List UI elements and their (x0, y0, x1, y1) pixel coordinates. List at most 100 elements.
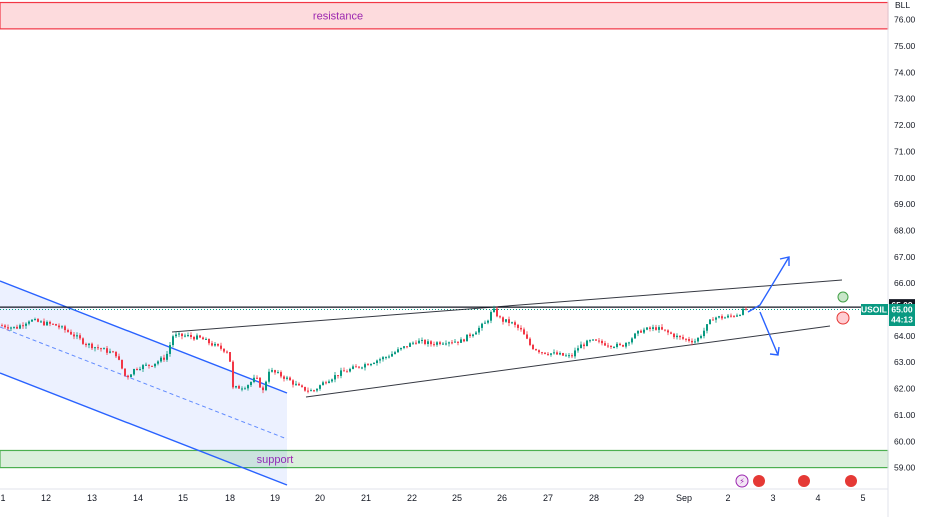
candle-body (670, 332, 672, 334)
candle-body (220, 345, 222, 349)
candle-body (190, 335, 192, 337)
candle-body (163, 357, 165, 360)
candle-body (550, 353, 552, 355)
candle-body (229, 352, 231, 362)
candle-body (580, 344, 582, 349)
candle-body (718, 316, 720, 318)
candle-body (307, 390, 309, 392)
us-flag-icon[interactable] (753, 475, 765, 487)
candle-body (616, 343, 618, 347)
candle-body (643, 329, 645, 333)
arrow-up-head (779, 256, 790, 266)
candle-body (79, 335, 81, 339)
candle-body (268, 371, 270, 382)
candle-body (334, 375, 336, 380)
candle-body (127, 375, 129, 378)
candle-body (208, 338, 210, 344)
target-down-circle[interactable] (836, 311, 850, 325)
candle-body (82, 338, 84, 344)
candle-body (691, 340, 693, 343)
candle-body (169, 345, 171, 354)
price-tick-label: 73.00 (894, 94, 916, 104)
candle-body (154, 363, 156, 367)
candle-body (499, 316, 501, 318)
svg-text:65.00: 65.00 (891, 305, 913, 315)
candle-body (22, 325, 24, 327)
candle-body (70, 331, 72, 335)
candle-body (331, 379, 333, 382)
resistance-zone[interactable]: resistance (0, 1, 889, 30)
candle-body (577, 348, 579, 351)
candle-body (502, 317, 504, 322)
candle-body (1, 325, 3, 327)
candle-body (637, 330, 639, 334)
time-tick-label: 25 (452, 493, 462, 503)
candle-body (532, 344, 534, 350)
price-axis[interactable]: BLL (887, 0, 910, 517)
candle-body (244, 388, 246, 390)
candle-body (352, 366, 354, 369)
time-tick-label: 22 (407, 493, 417, 503)
channel-upper-line[interactable] (0, 280, 288, 394)
candle-body (145, 364, 147, 366)
lightning-icon[interactable] (735, 474, 749, 488)
upper-trendline[interactable] (171, 279, 843, 333)
lower-trendline[interactable] (305, 325, 831, 398)
candle-body (655, 327, 657, 330)
candle-body (436, 342, 438, 345)
candle-body (142, 365, 144, 370)
candle-body (562, 353, 564, 356)
candle-body (646, 327, 648, 330)
projection-arrows[interactable] (747, 256, 790, 356)
candle-body (373, 362, 375, 364)
candle-body (385, 357, 387, 359)
candle-body (607, 345, 609, 347)
candle-body (721, 316, 723, 319)
candle-body (715, 317, 717, 320)
time-tick-label: 20 (315, 493, 325, 503)
candle-body (43, 321, 45, 326)
candle-body (730, 315, 732, 317)
candle-body (289, 377, 291, 381)
candle-body (520, 327, 522, 330)
candle-body (589, 340, 591, 342)
candle-body (199, 335, 201, 338)
candle-body (313, 390, 315, 392)
event-icons[interactable]: ⚡ (735, 474, 857, 488)
time-tick-label: 1 (0, 493, 5, 503)
candle-body (34, 319, 36, 321)
candle-body (322, 382, 324, 386)
price-tick-label: 75.00 (894, 41, 916, 51)
candle-body (451, 342, 453, 344)
candle-body (301, 385, 303, 387)
candle-body (493, 308, 495, 313)
candle-body (205, 338, 207, 340)
time-tick-label: 14 (133, 493, 143, 503)
us-flag-icon[interactable] (845, 475, 857, 487)
candle-body (340, 370, 342, 376)
candle-body (172, 336, 174, 346)
support-zone[interactable]: support (0, 449, 889, 469)
candle-body (247, 385, 249, 389)
candle-body (256, 377, 258, 379)
last-price-tag[interactable]: USOIL 65.00 44:13 (861, 304, 915, 326)
candle-body (544, 352, 546, 354)
candle-body (523, 329, 525, 335)
candle-body (742, 308, 744, 315)
candle-body (469, 334, 471, 337)
candle-body (676, 335, 678, 338)
candle-body (100, 348, 102, 350)
time-tick-label: 3 (770, 493, 775, 503)
channel-lower-line[interactable] (0, 372, 288, 486)
target-up-circle[interactable] (837, 291, 849, 303)
candle-body (211, 343, 213, 346)
candle-body (112, 351, 114, 353)
candle-body (706, 324, 708, 331)
candle-body (481, 323, 483, 328)
us-flag-icon[interactable] (798, 475, 810, 487)
candle-body (625, 342, 627, 347)
candle-body (64, 326, 66, 331)
candle-body (217, 343, 219, 346)
